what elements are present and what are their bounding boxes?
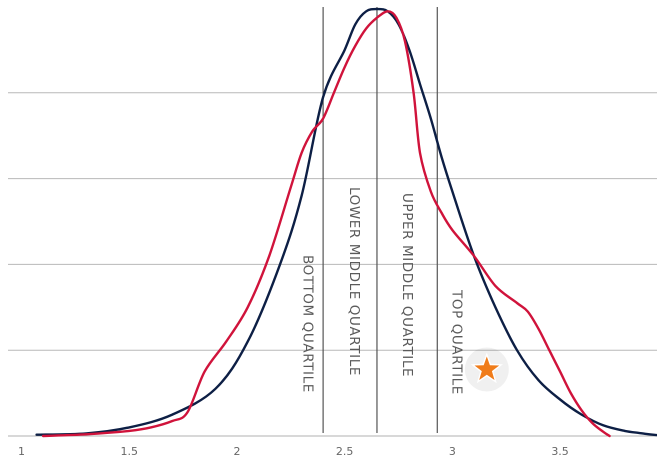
x-tick-label-3: 2	[233, 445, 240, 458]
grid-layer	[8, 92, 657, 437]
quartile-label-3: UPPER MIDDLE QUARTILE	[399, 193, 415, 377]
series-line-red	[41, 10, 611, 438]
quartile-label-2: LOWER MIDDLE QUARTILE	[346, 187, 362, 376]
tick-layer: 1 1.5 2 2.5 3 3.5	[18, 445, 569, 458]
x-tick-label-6: 3.5	[551, 445, 569, 458]
x-tick-label-1: 1	[18, 445, 25, 458]
series-layer	[35, 7, 657, 438]
star-marker	[474, 356, 500, 380]
quartile-layer: BOTTOM QUARTILE LOWER MIDDLE QUARTILE UPPE…	[300, 7, 464, 433]
x-tick-label-2: 1.5	[120, 445, 138, 458]
x-tick-label-4: 2.5	[336, 445, 354, 458]
marker-layer	[464, 347, 509, 392]
quartile-label-4: TOP QUARTILE	[448, 289, 464, 395]
quartile-label-1: BOTTOM QUARTILE	[300, 255, 316, 393]
x-tick-label-5: 3	[449, 445, 456, 458]
